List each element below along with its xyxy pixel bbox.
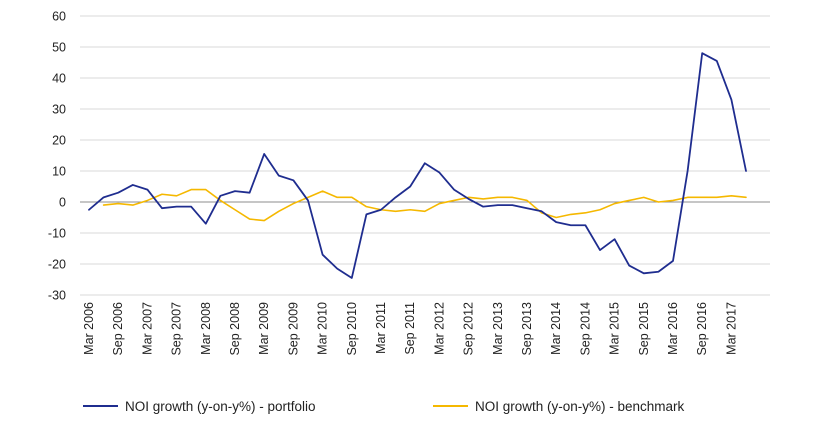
x-tick-label: Mar 2015: [608, 302, 622, 355]
x-tick-label: Sep 2015: [637, 302, 651, 356]
legend-item-portfolio: NOI growth (y-on-y%) - portfolio: [83, 399, 316, 414]
x-axis-tick-labels: Mar 2006 Sep 2006 Mar 2007 Sep 2007 Mar 2008…: [82, 302, 738, 356]
x-tick-label: Mar 2008: [199, 302, 213, 355]
series-lines: [88, 52, 747, 279]
x-tick-label: Mar 2012: [432, 302, 446, 355]
y-tick-label: 10: [52, 165, 66, 179]
y-axis-tick-labels: 60 50 40 30 20 10 0 -10 -20 -30: [48, 10, 66, 303]
series-line-benchmark: [102, 188, 747, 222]
series-line-portfolio: [88, 52, 747, 279]
x-tick-label: Mar 2011: [374, 302, 388, 354]
x-tick-label: Sep 2007: [170, 302, 184, 356]
y-tick-label: -30: [48, 289, 66, 303]
x-tick-label: Mar 2016: [666, 302, 680, 355]
legend-item-benchmark: NOI growth (y-on-y%) - benchmark: [433, 399, 685, 414]
x-tick-label: Mar 2006: [82, 302, 96, 355]
x-tick-label: Mar 2017: [724, 302, 738, 355]
legend-label: NOI growth (y-on-y%) - benchmark: [475, 399, 685, 414]
y-tick-label: -10: [48, 227, 66, 241]
x-tick-label: Mar 2007: [140, 302, 154, 355]
x-tick-label: Sep 2010: [345, 302, 359, 356]
y-tick-label: -20: [48, 258, 66, 272]
y-tick-label: 40: [52, 72, 66, 86]
x-tick-label: Sep 2014: [578, 302, 592, 356]
x-tick-label: Sep 2016: [695, 302, 709, 356]
x-tick-label: Mar 2010: [316, 302, 330, 355]
y-tick-label: 0: [59, 196, 66, 210]
x-tick-label: Sep 2006: [111, 302, 125, 356]
x-tick-label: Sep 2013: [520, 302, 534, 356]
x-tick-label: Sep 2012: [462, 302, 476, 356]
y-tick-label: 60: [52, 10, 66, 24]
x-tick-label: Sep 2011: [403, 302, 417, 355]
gridlines: [80, 15, 770, 296]
y-tick-label: 20: [52, 134, 66, 148]
x-tick-label: Sep 2009: [286, 302, 300, 356]
x-tick-label: Mar 2013: [491, 302, 505, 355]
y-tick-label: 50: [52, 41, 66, 55]
x-tick-label: Mar 2009: [257, 302, 271, 355]
legend: NOI growth (y-on-y%) - portfolio NOI grow…: [83, 399, 685, 414]
x-tick-label: Sep 2008: [228, 302, 242, 356]
x-tick-label: Mar 2014: [549, 302, 563, 355]
y-tick-label: 30: [52, 103, 66, 117]
legend-label: NOI growth (y-on-y%) - portfolio: [125, 399, 316, 414]
